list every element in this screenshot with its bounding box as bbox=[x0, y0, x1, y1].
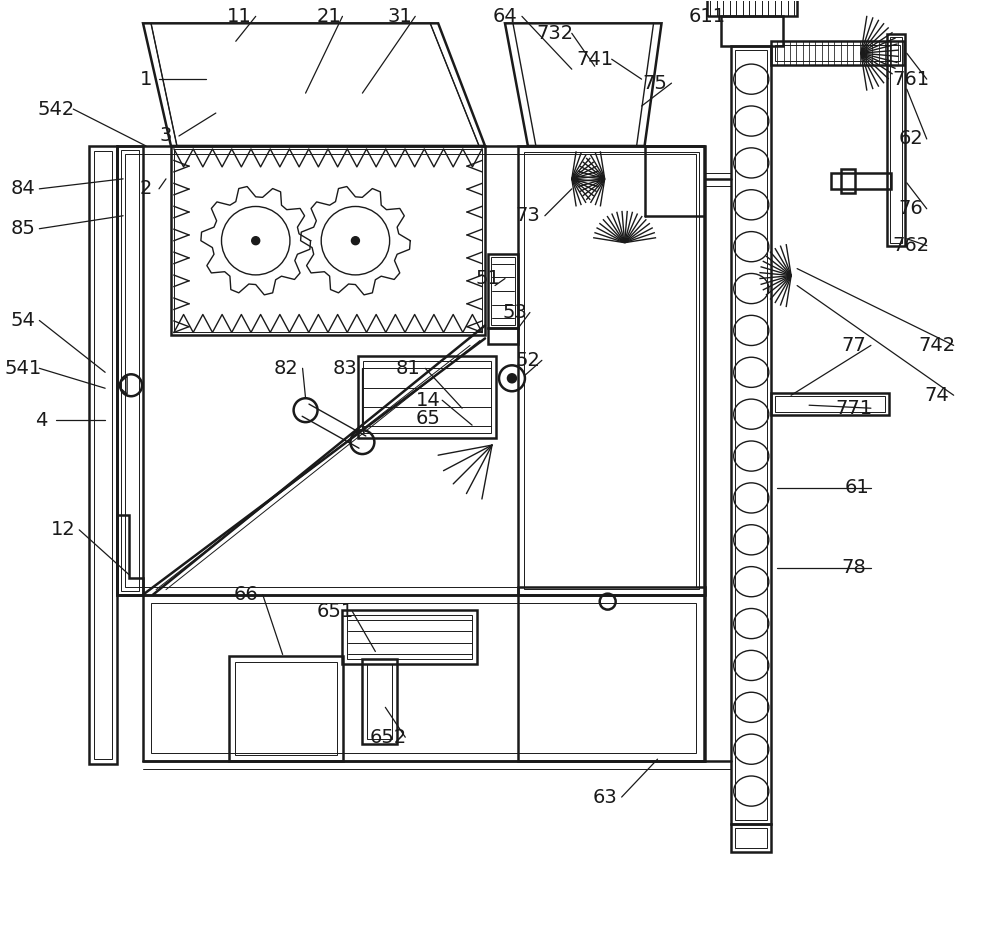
Text: 75: 75 bbox=[642, 74, 667, 93]
Bar bbox=[775, 396, 885, 412]
Text: 541: 541 bbox=[5, 359, 42, 378]
Text: 66: 66 bbox=[233, 585, 258, 604]
Bar bbox=[831, 173, 891, 189]
Bar bbox=[117, 146, 704, 595]
Text: 762: 762 bbox=[892, 237, 929, 256]
Bar bbox=[491, 256, 515, 326]
Bar bbox=[229, 656, 343, 761]
Text: 63: 63 bbox=[592, 788, 617, 807]
Bar bbox=[518, 587, 705, 761]
Bar bbox=[171, 146, 485, 335]
Bar bbox=[358, 356, 496, 438]
Text: 85: 85 bbox=[11, 219, 36, 238]
Text: 742: 742 bbox=[918, 336, 955, 355]
Bar bbox=[707, 0, 797, 16]
Text: 53: 53 bbox=[503, 303, 527, 322]
Bar bbox=[735, 828, 767, 848]
Bar bbox=[771, 41, 904, 66]
Bar bbox=[117, 146, 143, 595]
Text: 4: 4 bbox=[35, 410, 48, 429]
Text: 61: 61 bbox=[845, 479, 869, 498]
Bar bbox=[731, 47, 771, 824]
Text: 62: 62 bbox=[898, 129, 923, 148]
Text: 78: 78 bbox=[842, 559, 866, 578]
Bar bbox=[235, 662, 337, 755]
Text: 771: 771 bbox=[835, 399, 873, 418]
Text: 652: 652 bbox=[370, 728, 407, 747]
Text: 14: 14 bbox=[416, 390, 441, 409]
Text: 64: 64 bbox=[493, 7, 517, 26]
Bar bbox=[342, 610, 477, 664]
Bar bbox=[488, 254, 518, 329]
Bar bbox=[524, 152, 699, 589]
Text: 74: 74 bbox=[924, 386, 949, 405]
Text: 542: 542 bbox=[38, 100, 75, 119]
Text: 21: 21 bbox=[316, 7, 341, 26]
Bar bbox=[731, 824, 771, 852]
Bar bbox=[363, 361, 491, 433]
Text: 741: 741 bbox=[576, 49, 613, 68]
Text: 1: 1 bbox=[140, 69, 152, 88]
Text: 11: 11 bbox=[226, 7, 251, 26]
Text: 51: 51 bbox=[476, 269, 500, 288]
Text: 83: 83 bbox=[333, 359, 358, 378]
Bar bbox=[347, 615, 472, 659]
Bar bbox=[721, 16, 783, 47]
Bar bbox=[94, 151, 112, 759]
Bar bbox=[841, 169, 855, 193]
Text: 611: 611 bbox=[689, 7, 726, 26]
Circle shape bbox=[508, 374, 516, 382]
Bar bbox=[174, 149, 482, 332]
Bar bbox=[775, 46, 900, 61]
Text: 732: 732 bbox=[536, 24, 573, 43]
Text: 84: 84 bbox=[11, 180, 36, 199]
Text: 2: 2 bbox=[140, 180, 152, 199]
Text: 82: 82 bbox=[273, 359, 298, 378]
Bar bbox=[735, 50, 767, 820]
Bar bbox=[890, 37, 902, 242]
Circle shape bbox=[252, 237, 260, 245]
Text: 77: 77 bbox=[842, 336, 866, 355]
Bar bbox=[488, 329, 518, 345]
Text: 54: 54 bbox=[11, 311, 36, 330]
Text: 651: 651 bbox=[317, 602, 354, 621]
Bar bbox=[362, 659, 397, 744]
Text: 65: 65 bbox=[416, 408, 441, 428]
Text: 12: 12 bbox=[51, 521, 76, 540]
Bar bbox=[121, 150, 139, 591]
Bar bbox=[518, 146, 705, 595]
Bar bbox=[771, 393, 889, 415]
Text: 3: 3 bbox=[160, 126, 172, 145]
Text: 31: 31 bbox=[388, 7, 413, 26]
Bar bbox=[143, 595, 704, 761]
Text: 52: 52 bbox=[515, 351, 540, 370]
Text: 76: 76 bbox=[898, 200, 923, 219]
Bar bbox=[89, 146, 117, 764]
Text: 81: 81 bbox=[396, 359, 421, 378]
Circle shape bbox=[351, 237, 359, 245]
Bar bbox=[887, 34, 905, 246]
Text: 73: 73 bbox=[516, 206, 540, 225]
Bar bbox=[151, 602, 696, 753]
Bar bbox=[367, 664, 392, 739]
Bar bbox=[125, 154, 696, 587]
Text: 761: 761 bbox=[892, 69, 929, 88]
